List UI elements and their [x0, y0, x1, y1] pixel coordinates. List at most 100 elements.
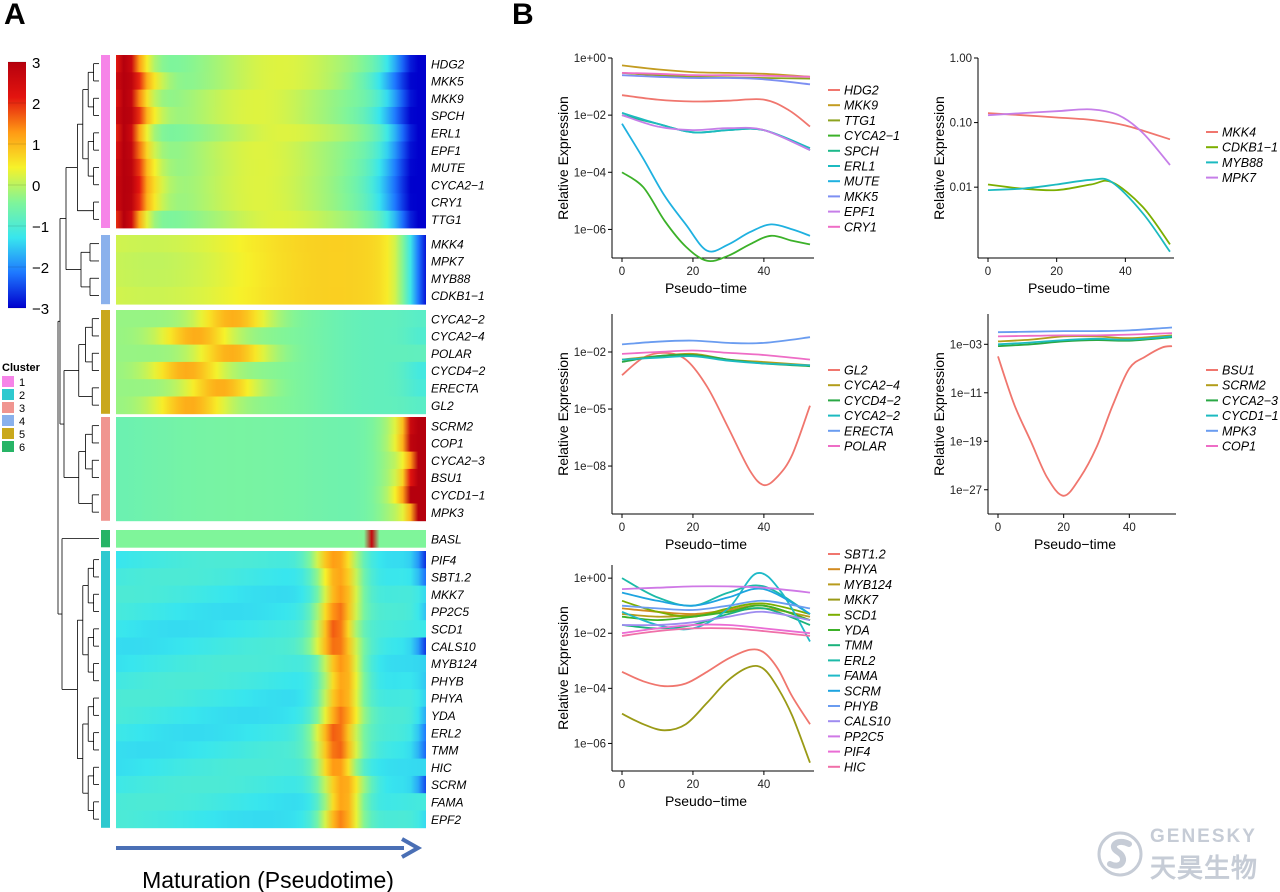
y-tick-label: 1e−04: [574, 167, 607, 179]
gene-label: CALS10: [431, 640, 476, 654]
series-line: [997, 345, 1173, 497]
gene-label: MUTE: [431, 161, 466, 175]
x-axis-label: Pseudo−time: [665, 536, 747, 552]
heatmap-row: [116, 637, 426, 656]
gene-label: COP1: [431, 437, 464, 451]
maturation-arrow-head: [401, 837, 423, 859]
gene-label: MYB124: [431, 657, 477, 671]
legend-label: BSU1: [1222, 364, 1255, 378]
line-chart-4: 1e−27 1e−19 1e−11 1e−03 0 20 40 Pseudo−time Rela…: [931, 314, 1279, 552]
y-tick-label: 1e−11: [951, 388, 982, 400]
gene-label: CYCA2−4: [431, 330, 485, 344]
gene-label: CDKB1−1: [431, 289, 485, 303]
x-tick-label: 0: [985, 266, 991, 278]
legend-label: MPK7: [1222, 171, 1257, 185]
series-line: [621, 627, 811, 637]
y-tick-label: 1e+00: [574, 53, 606, 65]
legend-label: CRY1: [844, 220, 877, 234]
heatmap-row: [116, 758, 426, 777]
series-line: [621, 94, 811, 128]
series-line: [621, 171, 811, 263]
heatmap-row: [116, 602, 426, 621]
y-axis-label: Relative Expression: [555, 352, 571, 476]
gene-label: ERL2: [431, 726, 461, 740]
x-tick-label: 40: [757, 266, 770, 278]
series-line: [621, 123, 811, 253]
legend-label: YDA: [844, 624, 870, 638]
heatmap-row: [116, 775, 426, 794]
heatmap-row: [116, 503, 426, 522]
y-tick-label: 1e+00: [574, 573, 606, 585]
heatmap-row: [116, 158, 426, 177]
gene-label: MKK7: [431, 588, 465, 602]
x-tick-label: 20: [1057, 522, 1070, 534]
legend-label: MKK5: [844, 190, 878, 204]
heatmap-row: [116, 468, 426, 487]
heatmap-row: [116, 434, 426, 452]
gene-label: EPF2: [431, 813, 461, 827]
series-line: [997, 326, 1173, 334]
heatmap-row: [116, 585, 426, 604]
cluster-bar-6: [101, 530, 110, 548]
legend-label: PHYB: [844, 700, 878, 714]
gene-label: POLAR: [431, 347, 472, 361]
heatmap-row: [116, 530, 426, 548]
watermark-chinese: 天昊生物: [1150, 854, 1259, 884]
cluster-bar-5: [101, 310, 110, 414]
heatmap-row: [116, 568, 426, 586]
series-line: [997, 332, 1173, 338]
series-line: [621, 112, 811, 149]
series-line: [997, 336, 1173, 347]
x-tick-label: 0: [619, 522, 625, 534]
y-tick-label: 1e−02: [574, 628, 606, 640]
y-tick-label: 1e−05: [574, 404, 606, 416]
x-tick-label: 40: [757, 522, 770, 534]
heatmap-row: [116, 106, 426, 125]
y-axis-label: Relative Expression: [931, 352, 947, 476]
legend-label: EPF1: [844, 205, 875, 219]
series-line: [621, 587, 811, 615]
legend-label: HDG2: [844, 84, 879, 98]
gene-label: SCRM: [431, 778, 466, 792]
cluster-bar-3: [101, 417, 110, 521]
legend-label: PHYA: [844, 563, 877, 577]
legend-label: GL2: [844, 364, 868, 378]
y-tick-label: 1e−02: [574, 347, 606, 359]
heatmap-row: [116, 672, 426, 690]
watermark: GENESKY 天昊生物: [1096, 824, 1266, 884]
gene-label: PP2C5: [431, 605, 469, 619]
gene-label: MPK3: [431, 506, 464, 520]
cluster-legend-title: Cluster: [2, 362, 41, 374]
legend-label: ERL1: [844, 160, 875, 174]
line-chart-1: 1e−06 1e−04 1e−02 1e+00 0 20 40 Pseudo−time Rela…: [555, 53, 900, 296]
gene-label: CYCA2−1: [431, 178, 485, 192]
gene-label: PHYA: [431, 692, 463, 706]
gene-label: GL2: [431, 399, 454, 413]
heatmap-row: [116, 689, 426, 708]
x-tick-label: 20: [687, 779, 700, 791]
y-tick-label: 1e−04: [574, 683, 607, 695]
heatmap-row: [116, 451, 426, 470]
x-axis-label: Pseudo−time: [1028, 280, 1110, 296]
watermark-brand: GENESKY: [1150, 826, 1257, 847]
colorbar-tick-label: −1: [32, 219, 49, 236]
y-tick-label: 0.10: [950, 118, 972, 130]
legend-label: HIC: [844, 760, 867, 774]
legend-label: CYCA2−2: [844, 409, 900, 423]
gene-label: SBT1.2: [431, 571, 471, 585]
series-line: [987, 108, 1171, 166]
x-axis-label: Pseudo−time: [665, 280, 747, 296]
cluster-bar-4: [101, 235, 110, 305]
colorbar: [8, 62, 26, 308]
legend-label: CYCA2−4: [844, 379, 900, 393]
legend-label: PP2C5: [844, 730, 884, 744]
x-tick-label: 20: [687, 266, 700, 278]
gene-label: CRY1: [431, 196, 463, 210]
y-axis-label: Relative Expression: [555, 96, 571, 220]
gene-label: PIF4: [431, 553, 457, 567]
legend-label: CYCD4−2: [844, 394, 901, 408]
cluster-legend-label: 4: [19, 416, 25, 428]
legend-label: SCRM: [844, 684, 881, 698]
gene-label: EPF1: [431, 144, 461, 158]
heatmap-row: [116, 810, 426, 829]
